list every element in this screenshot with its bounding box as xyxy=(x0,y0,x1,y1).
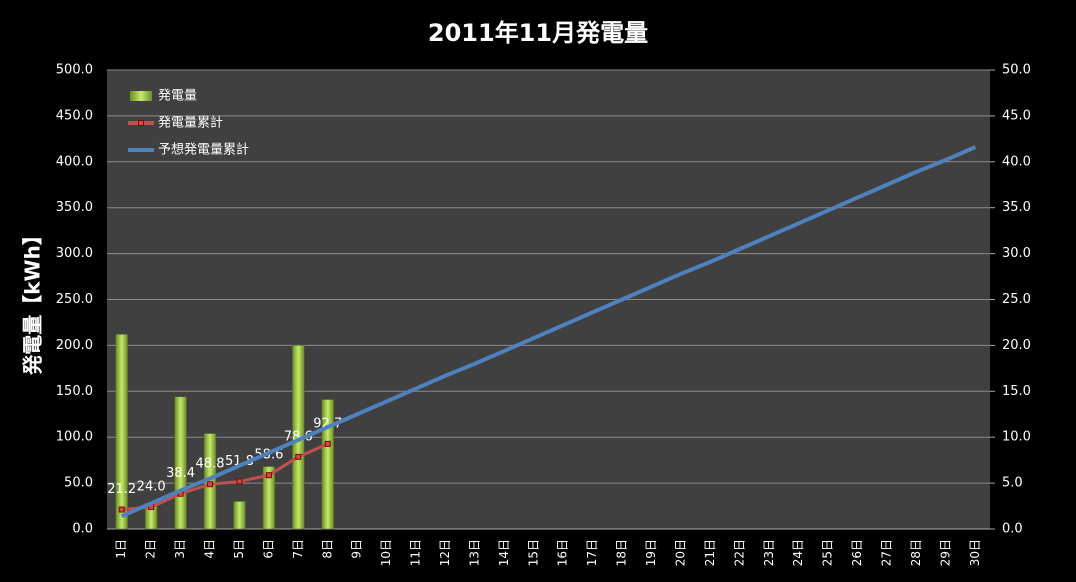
marker xyxy=(324,440,331,447)
bar xyxy=(115,334,128,530)
y-tick-label: 150.0 xyxy=(56,384,93,399)
y-tick-label: 100.0 xyxy=(56,430,93,445)
y-tick-label: 200.0 xyxy=(56,338,93,353)
x-tick-label: 14日 xyxy=(497,539,511,566)
x-tick-label: 1日 xyxy=(114,539,128,559)
y-tick-label: 450.0 xyxy=(56,108,93,123)
y2-tick-label: 30.0 xyxy=(1002,246,1031,261)
data-label: 78.6 xyxy=(284,429,313,444)
legend-label: 発電量 xyxy=(158,89,197,104)
marker xyxy=(118,506,125,513)
x-tick-label: 8日 xyxy=(320,539,334,559)
bar xyxy=(321,399,334,530)
y-tick-label: 500.0 xyxy=(56,63,93,78)
x-tick-label: 25日 xyxy=(821,539,835,566)
y2-tick-label: 50.0 xyxy=(1002,63,1031,78)
data-label: 24.0 xyxy=(137,479,166,494)
x-tick-label: 2日 xyxy=(144,539,158,559)
x-tick-label: 4日 xyxy=(203,539,217,559)
chart-title: 2011年11月発電量 xyxy=(428,19,648,47)
x-tick-label: 26日 xyxy=(850,539,864,566)
y2-tick-label: 20.0 xyxy=(1002,338,1031,353)
y2-tick-label: 40.0 xyxy=(1002,154,1031,169)
marker xyxy=(265,472,272,479)
x-tick-label: 22日 xyxy=(732,539,746,566)
y2-tick-label: 35.0 xyxy=(1002,200,1031,215)
x-tick-label: 12日 xyxy=(438,539,452,566)
x-tick-label: 7日 xyxy=(291,539,305,559)
x-tick-label: 27日 xyxy=(879,539,893,566)
y-tick-label: 400.0 xyxy=(56,154,93,169)
marker xyxy=(295,453,302,460)
data-label: 21.2 xyxy=(107,482,136,497)
legend-marker xyxy=(138,120,144,126)
x-tick-label: 30日 xyxy=(968,539,982,566)
legend-label: 予想発電量累計 xyxy=(158,142,249,158)
x-tick-label: 29日 xyxy=(938,539,952,566)
x-tick-label: 21日 xyxy=(703,539,717,566)
marker xyxy=(207,481,214,488)
x-tick-label: 15日 xyxy=(526,539,540,566)
x-tick-label: 20日 xyxy=(673,539,687,566)
data-label: 51.8 xyxy=(225,454,254,469)
x-tick-label: 6日 xyxy=(261,539,275,559)
y2-tick-label: 5.0 xyxy=(1002,476,1023,491)
x-tick-label: 3日 xyxy=(173,539,187,559)
x-tick-label: 18日 xyxy=(615,539,629,566)
y-tick-label: 300.0 xyxy=(56,246,93,261)
legend-label: 発電量累計 xyxy=(158,115,223,131)
data-label: 48.8 xyxy=(196,457,225,472)
bar xyxy=(233,501,246,530)
x-tick-label: 9日 xyxy=(350,539,364,559)
x-tick-label: 10日 xyxy=(379,539,393,566)
y-tick-label: 0.0 xyxy=(72,522,93,537)
y2-tick-label: 15.0 xyxy=(1002,384,1031,399)
y2-tick-label: 45.0 xyxy=(1002,108,1031,123)
y2-tick-label: 0.0 xyxy=(1002,522,1023,537)
data-label: 38.4 xyxy=(166,466,195,481)
x-tick-label: 11日 xyxy=(409,539,423,566)
legend-swatch xyxy=(130,91,152,101)
x-tick-label: 28日 xyxy=(909,539,923,566)
data-label: 92.7 xyxy=(313,416,342,431)
bar xyxy=(174,396,187,530)
x-tick-label: 24日 xyxy=(791,539,805,566)
x-tick-label: 17日 xyxy=(585,539,599,566)
y-tick-label: 350.0 xyxy=(56,200,93,215)
x-tick-label: 5日 xyxy=(232,539,246,559)
y2-tick-label: 10.0 xyxy=(1002,430,1031,445)
x-tick-label: 13日 xyxy=(467,539,481,566)
x-tick-label: 19日 xyxy=(644,539,658,566)
x-tick-label: 16日 xyxy=(556,539,570,566)
line xyxy=(120,145,977,518)
y-tick-label: 50.0 xyxy=(64,476,93,491)
bar xyxy=(262,466,276,530)
y-tick-label: 250.0 xyxy=(56,292,93,307)
line xyxy=(121,442,329,512)
y2-tick-label: 25.0 xyxy=(1002,292,1031,307)
y-axis-label: 発電量【kWh】 xyxy=(21,225,45,376)
x-tick-label: 23日 xyxy=(762,539,776,566)
marker xyxy=(236,478,243,485)
